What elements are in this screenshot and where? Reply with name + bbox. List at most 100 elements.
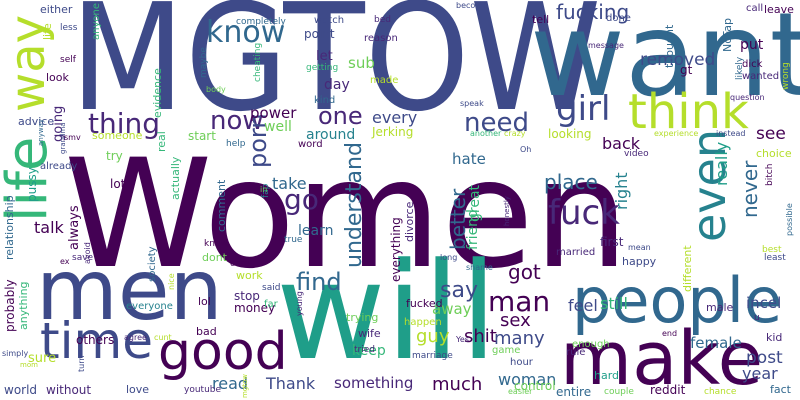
cloud-word: hate — [452, 150, 486, 168]
cloud-word: fuck — [548, 193, 620, 233]
cloud-word: right — [612, 172, 631, 210]
cloud-word: kind — [314, 95, 336, 106]
cloud-word: go — [284, 183, 319, 216]
cloud-word: world — [4, 383, 38, 397]
cloud-word: hour — [510, 357, 533, 368]
cloud-word: much — [432, 374, 483, 395]
cloud-word: take — [272, 174, 307, 193]
cloud-word: possible — [785, 203, 794, 236]
cloud-word: wanted — [742, 71, 780, 82]
cloud-word: many — [494, 328, 545, 349]
cloud-word: self — [60, 55, 76, 65]
cloud-word: least — [764, 253, 786, 263]
cloud-word: wife — [358, 327, 381, 340]
cloud-word: make — [560, 316, 764, 400]
cloud-word: Oh — [520, 145, 532, 154]
cloud-word: honestly — [503, 196, 511, 226]
cloud-word: life — [41, 23, 54, 40]
cloud-word: feel — [568, 296, 598, 315]
cloud-word: tell — [532, 13, 550, 26]
cloud-word: chance — [704, 387, 737, 397]
cloud-word: cheating — [253, 42, 263, 82]
cloud-word: crazy — [504, 129, 526, 138]
cloud-word: look — [46, 71, 69, 84]
cloud-word: evidence — [151, 68, 164, 118]
cloud-word: knew — [204, 239, 228, 249]
cloud-word: rule — [566, 347, 586, 358]
cloud-word: pussy — [25, 167, 39, 202]
cloud-word: done — [606, 13, 631, 24]
cloud-word: time — [40, 312, 153, 370]
cloud-word: watch — [314, 15, 345, 26]
cloud-word: everything — [389, 217, 403, 282]
cloud-word: entire — [556, 385, 592, 399]
cloud-word: shame — [466, 263, 493, 272]
cloud-word: removed — [640, 50, 716, 70]
cloud-word: point — [304, 27, 335, 41]
cloud-word: want — [530, 0, 800, 123]
cloud-word: good — [158, 322, 288, 382]
cloud-word: love — [126, 383, 150, 396]
cloud-word: question — [730, 93, 765, 102]
cloud-word: shit — [464, 326, 497, 347]
cloud-word: message — [588, 41, 624, 50]
cloud-word: girl — [556, 89, 611, 129]
cloud-word: female — [690, 334, 742, 352]
cloud-word: couple — [604, 387, 634, 397]
cloud-word: reddit — [650, 383, 686, 397]
cloud-word: thing — [88, 107, 161, 140]
cloud-word: every — [372, 108, 418, 127]
cloud-word: everyone — [126, 301, 173, 312]
cloud-word: already — [40, 161, 78, 172]
cloud-word: say — [440, 278, 478, 303]
cloud-word: simply — [2, 349, 29, 358]
cloud-word: experience — [654, 129, 699, 138]
cloud-word: youtube — [184, 385, 222, 395]
cloud-word: never — [738, 160, 762, 218]
cloud-word: speak — [460, 99, 484, 108]
cloud-word: start — [188, 129, 216, 143]
cloud-word: sex — [500, 310, 531, 331]
cloud-word: ex — [60, 257, 70, 266]
cloud-word: friend — [465, 209, 481, 250]
cloud-word: real — [155, 131, 168, 152]
cloud-word: learn — [298, 223, 334, 239]
cloud-word: year — [742, 364, 778, 383]
cloud-word: bed — [374, 15, 391, 25]
cloud-word: completely — [236, 17, 286, 27]
cloud-word: young — [295, 291, 304, 316]
cloud-word: maybe — [199, 47, 209, 78]
cloud-word: sub — [348, 54, 375, 72]
cloud-word: someone — [92, 129, 143, 142]
cloud-word: turn — [77, 355, 86, 372]
cloud-word: see — [756, 124, 786, 144]
cloud-word: anyway — [37, 118, 45, 146]
cloud-word: hard — [594, 369, 620, 382]
cloud-word: well — [264, 119, 292, 135]
cloud-word: still — [600, 294, 628, 313]
cloud-word: day — [324, 77, 350, 93]
cloud-word: anyone — [91, 3, 102, 40]
cloud-word: one — [318, 102, 363, 130]
cloud-word: find — [296, 268, 342, 296]
cloud-word: looking — [548, 127, 592, 141]
cloud-word: understand — [342, 142, 367, 268]
cloud-word: actually — [169, 156, 182, 200]
cloud-word: comment — [215, 179, 228, 232]
cloud-word: others — [76, 333, 115, 347]
cloud-word: enough — [572, 339, 610, 350]
cloud-word: mgtow — [241, 373, 249, 398]
cloud-word: sure — [28, 351, 57, 366]
cloud-word: call — [746, 3, 764, 14]
cloud-word: Yes — [456, 335, 469, 344]
cloud-word: fucking — [556, 0, 630, 24]
cloud-word: gt — [680, 63, 693, 77]
cloud-word: become — [456, 1, 489, 10]
cloud-word: away — [432, 300, 472, 318]
cloud-word: guy — [416, 326, 450, 347]
cloud-word: game — [492, 345, 521, 356]
cloud-word: likely — [735, 56, 745, 80]
cloud-word: work — [236, 269, 263, 282]
cloud-word: advice — [18, 115, 55, 128]
